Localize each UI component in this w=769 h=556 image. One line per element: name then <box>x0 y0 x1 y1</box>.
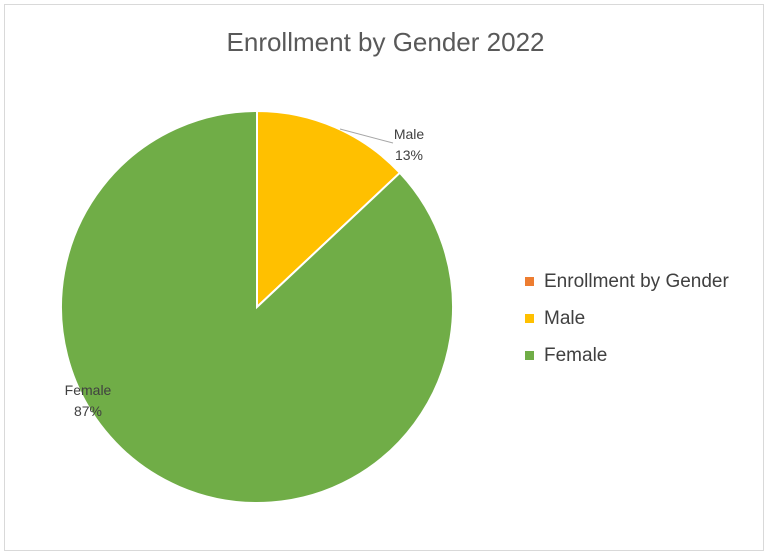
legend-swatch-female <box>525 351 534 360</box>
data-label-female-category: Female <box>65 382 112 398</box>
pie-slice-male <box>256 109 402 310</box>
data-label-female-percent: 87% <box>74 403 102 419</box>
pie-slices <box>60 109 454 504</box>
chart-frame: Enrollment by Gender 2022 Male 13% Femal… <box>4 4 764 551</box>
data-label-male-category: Male <box>394 126 425 142</box>
legend-label-male: Male <box>544 307 586 329</box>
data-label-male-percent: 13% <box>395 147 423 163</box>
male-leader-line <box>339 128 394 144</box>
legend-item-female: Female <box>525 337 729 374</box>
chart-title: Enrollment by Gender 2022 <box>226 27 545 57</box>
pie-plot: Male 13% Female 87% <box>60 109 454 504</box>
legend-label-female: Female <box>544 344 608 366</box>
legend-swatch-male <box>525 314 534 323</box>
legend-label-enrollment: Enrollment by Gender <box>544 270 729 292</box>
pie-slice-female <box>60 109 454 504</box>
legend: Enrollment by Gender Male Female <box>525 263 729 374</box>
legend-swatch-enrollment <box>525 277 534 286</box>
legend-item-enrollment: Enrollment by Gender <box>525 263 729 300</box>
legend-item-male: Male <box>525 300 729 337</box>
